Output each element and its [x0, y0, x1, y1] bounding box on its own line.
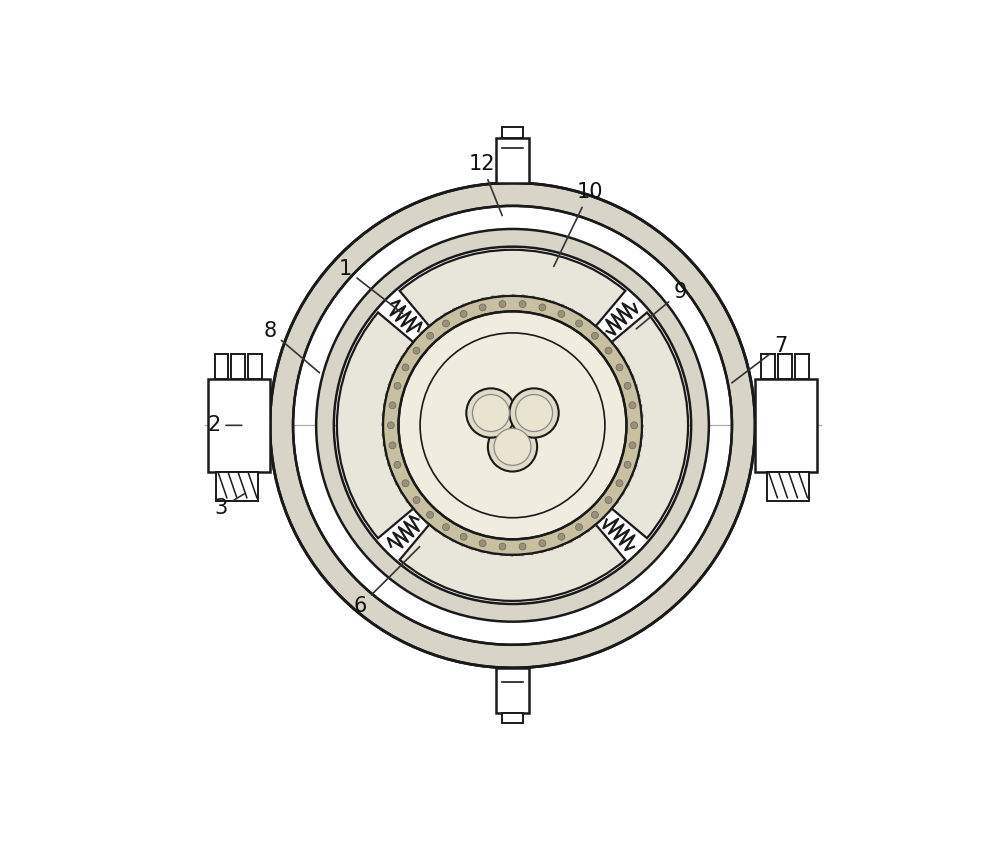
Circle shape	[427, 512, 434, 518]
Bar	[778, 355, 792, 379]
Text: 9: 9	[636, 282, 687, 329]
Circle shape	[442, 524, 449, 530]
Circle shape	[629, 442, 636, 448]
Bar	[208, 379, 270, 471]
Circle shape	[591, 332, 598, 339]
Wedge shape	[400, 250, 625, 326]
Wedge shape	[337, 313, 413, 538]
Circle shape	[389, 402, 396, 409]
Text: 12: 12	[468, 154, 502, 216]
Circle shape	[576, 320, 583, 327]
Bar	[761, 355, 775, 379]
Bar	[502, 712, 523, 723]
Circle shape	[413, 497, 420, 503]
Circle shape	[479, 540, 486, 547]
Wedge shape	[400, 524, 625, 601]
Wedge shape	[612, 313, 688, 538]
Bar	[496, 138, 529, 183]
Circle shape	[394, 461, 401, 469]
Circle shape	[558, 310, 565, 317]
Circle shape	[539, 304, 546, 311]
Circle shape	[539, 540, 546, 547]
Circle shape	[389, 442, 396, 448]
Circle shape	[624, 383, 631, 389]
Bar	[767, 471, 809, 501]
Circle shape	[488, 422, 537, 471]
Circle shape	[460, 534, 467, 540]
Circle shape	[427, 332, 434, 339]
Circle shape	[472, 395, 509, 432]
Text: 8: 8	[263, 320, 319, 373]
Bar	[231, 355, 245, 379]
Circle shape	[616, 364, 623, 371]
Circle shape	[402, 480, 409, 486]
Bar	[502, 127, 523, 138]
Circle shape	[413, 347, 420, 354]
Text: 3: 3	[215, 494, 244, 518]
Circle shape	[399, 311, 626, 540]
Circle shape	[466, 389, 516, 438]
Bar	[496, 668, 529, 712]
Text: 1: 1	[339, 259, 403, 314]
Text: 2: 2	[207, 416, 242, 435]
Bar	[795, 355, 809, 379]
Circle shape	[402, 364, 409, 371]
Circle shape	[516, 395, 553, 432]
Text: 6: 6	[353, 546, 420, 616]
Circle shape	[519, 301, 526, 308]
Bar	[248, 355, 262, 379]
Bar	[215, 355, 228, 379]
Text: 7: 7	[732, 336, 787, 383]
Circle shape	[394, 383, 401, 389]
Circle shape	[499, 543, 506, 550]
Circle shape	[460, 310, 467, 317]
Circle shape	[499, 301, 506, 308]
Text: 10: 10	[554, 182, 603, 266]
Circle shape	[629, 402, 636, 409]
Circle shape	[519, 543, 526, 550]
Circle shape	[591, 512, 598, 518]
Circle shape	[558, 534, 565, 540]
Circle shape	[605, 497, 612, 503]
Circle shape	[605, 347, 612, 354]
Circle shape	[616, 480, 623, 486]
Circle shape	[624, 461, 631, 469]
Circle shape	[387, 422, 394, 429]
Circle shape	[576, 524, 583, 530]
Circle shape	[631, 422, 638, 429]
Circle shape	[442, 320, 449, 327]
Bar	[216, 471, 258, 501]
Circle shape	[479, 304, 486, 311]
Bar	[755, 379, 817, 471]
Circle shape	[509, 389, 559, 438]
Circle shape	[420, 333, 605, 518]
Circle shape	[494, 428, 531, 465]
